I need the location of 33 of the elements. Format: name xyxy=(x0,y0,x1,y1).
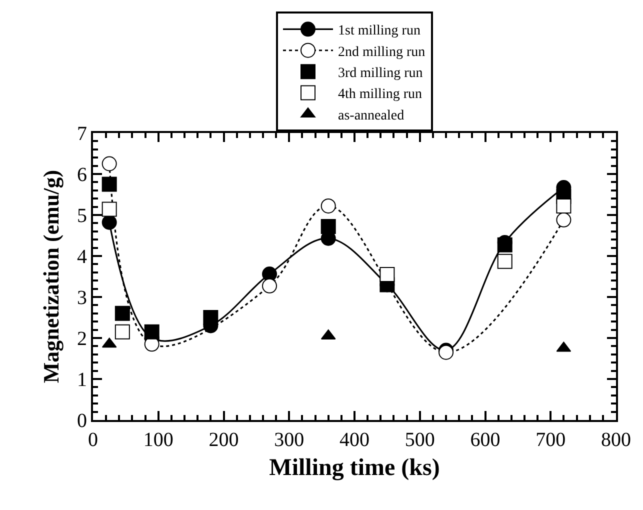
x-tick-label: 300 xyxy=(274,429,304,451)
point xyxy=(556,198,572,214)
x-tick-label: 100 xyxy=(143,429,174,451)
y-tick-label: 4 xyxy=(77,246,87,268)
point xyxy=(144,324,160,340)
point xyxy=(114,306,130,321)
x-tick-label: 200 xyxy=(208,429,239,451)
y-tick-label: 7 xyxy=(77,123,87,145)
x-tick-label: 500 xyxy=(404,429,435,451)
legend-label: 2nd milling run xyxy=(338,44,426,60)
legend-label: 4th milling run xyxy=(338,87,422,102)
x-tick-label: 700 xyxy=(536,429,566,451)
y-tick-label: 2 xyxy=(77,328,87,350)
legend-label: as-annealed xyxy=(338,108,404,124)
point xyxy=(262,266,278,282)
y-tick-label: 6 xyxy=(77,164,87,186)
point xyxy=(102,176,117,192)
y-tick-label: 0 xyxy=(77,410,87,432)
x-tick-label: 800 xyxy=(601,429,631,451)
point xyxy=(320,218,336,234)
x-axis-title: Milling time (ks) xyxy=(269,454,440,481)
legend-label: 3rd milling run xyxy=(338,66,423,82)
point xyxy=(203,310,218,325)
point xyxy=(497,237,512,252)
x-tick-label: 400 xyxy=(340,429,370,451)
legend-label: 1st milling run xyxy=(338,24,420,39)
y-tick-label: 1 xyxy=(77,369,87,391)
y-tick-label: 3 xyxy=(77,287,87,309)
point xyxy=(102,202,117,217)
x-tick-label: 600 xyxy=(470,429,500,451)
y-tick-label: 5 xyxy=(77,205,87,227)
point xyxy=(380,266,395,282)
y-axis-title: Magnetization (emu/g) xyxy=(38,170,64,384)
